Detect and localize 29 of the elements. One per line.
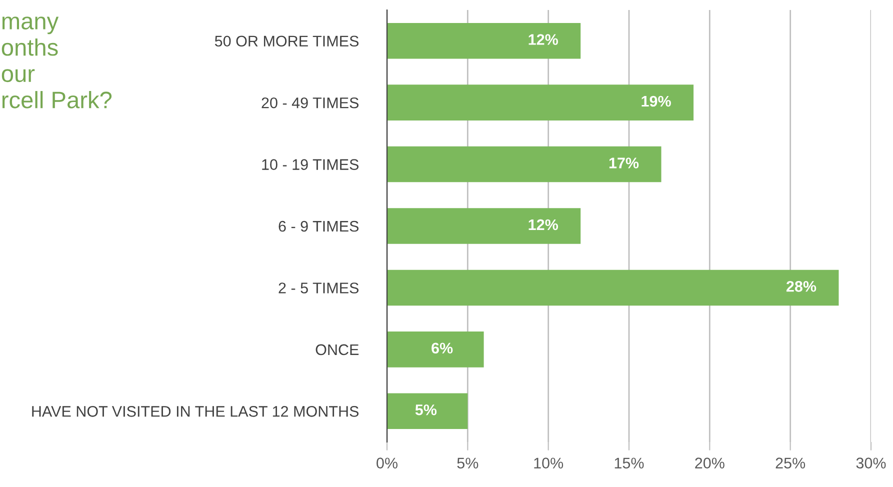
bar — [387, 146, 662, 182]
y-tick-label: 50 OR MORE TIMES — [214, 36, 359, 47]
bar — [387, 332, 484, 368]
x-tick-label: 15% — [614, 458, 644, 468]
bar — [387, 84, 694, 120]
x-tick-label: 30% — [856, 458, 886, 468]
bar — [387, 270, 839, 306]
y-tick-label: 6 - 9 TIMES — [278, 220, 359, 232]
x-tick-label: 10% — [534, 458, 564, 468]
x-tick-label: 5% — [457, 458, 478, 468]
data-label: 6% — [432, 342, 453, 354]
y-tick-label: 10 - 19 TIMES — [262, 159, 359, 170]
data-label: 28% — [786, 280, 816, 292]
y-tick-label: 2 - 5 TIMES — [278, 282, 359, 294]
bar — [387, 208, 581, 244]
data-label: 17% — [609, 158, 639, 168]
data-label: 19% — [642, 96, 671, 107]
data-label: 12% — [528, 219, 558, 230]
x-tick-label: 20% — [695, 458, 724, 468]
y-tick-label: 20 - 49 TIMES — [262, 97, 359, 108]
x-tick-label: 25% — [776, 458, 806, 468]
data-label: 12% — [528, 34, 558, 45]
y-tick-label: HAVE NOT VISITED IN THE LAST 12 MONTHS — [32, 406, 359, 417]
text: many onths our rcell Park? — [2, 16, 112, 108]
y-tick-label: ONCE — [316, 344, 359, 356]
bar — [387, 393, 468, 430]
x-tick-label: 0% — [376, 458, 398, 468]
data-label: 5% — [415, 404, 437, 416]
bar — [387, 22, 581, 59]
